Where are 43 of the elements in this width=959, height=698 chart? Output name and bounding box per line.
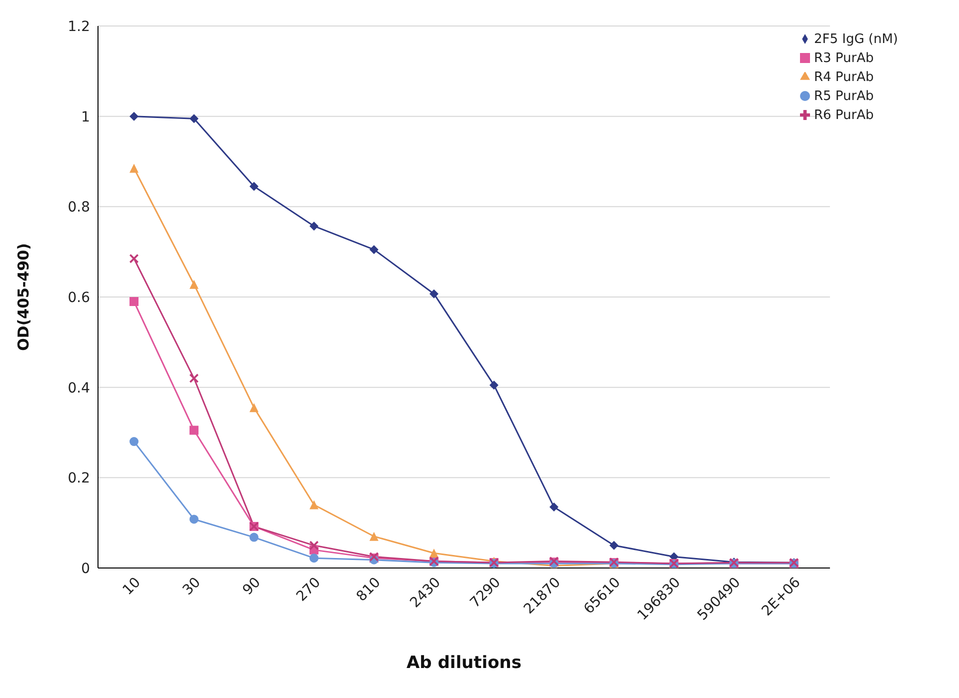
point (249, 532, 258, 542)
point (189, 280, 198, 289)
point (189, 374, 198, 383)
point (249, 403, 258, 412)
point (309, 540, 318, 550)
y-tick-label: 1 (81, 109, 90, 126)
point (189, 426, 198, 435)
x-tick-label: 10 (120, 574, 144, 598)
point (309, 222, 318, 231)
x-tick-label: 810 (354, 574, 384, 605)
y-tick-label: 0.8 (68, 200, 90, 216)
legend-label: 2F5 IgG (nM) (814, 32, 898, 47)
point (609, 540, 618, 550)
point (489, 380, 498, 390)
point (369, 245, 378, 254)
point (309, 554, 318, 563)
point (369, 532, 378, 541)
x-axis-title: Ab dilutions (406, 653, 522, 673)
legend-label: R5 PurAb (814, 89, 874, 104)
y-tick-label: 1.2 (68, 18, 90, 35)
legend-label: R6 PurAb (814, 108, 874, 123)
y-tick-label: 0.2 (68, 470, 90, 487)
point (429, 289, 438, 298)
point (549, 502, 558, 512)
x-tick-label: 270 (294, 574, 324, 605)
y-axis-title: OD(405-490) (14, 243, 32, 351)
legend-label: R3 PurAb (814, 51, 874, 66)
point (429, 548, 438, 558)
point (130, 297, 138, 306)
legend-label: R4 PurAb (814, 70, 874, 85)
point (130, 164, 138, 173)
y-tick-label: 0 (81, 560, 90, 577)
point (130, 112, 138, 121)
point (189, 514, 198, 524)
x-tick-label: 90 (240, 574, 264, 598)
point (130, 254, 138, 264)
point (249, 182, 258, 191)
point (189, 114, 198, 124)
y-tick-label: 0.6 (68, 290, 90, 306)
point (309, 500, 318, 510)
point (130, 437, 138, 446)
x-tick-label: 30 (180, 574, 204, 598)
y-tick-label: 0.4 (68, 380, 90, 396)
